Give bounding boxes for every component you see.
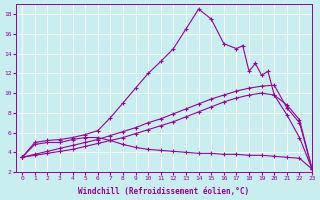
X-axis label: Windchill (Refroidissement éolien,°C): Windchill (Refroidissement éolien,°C): [78, 187, 250, 196]
